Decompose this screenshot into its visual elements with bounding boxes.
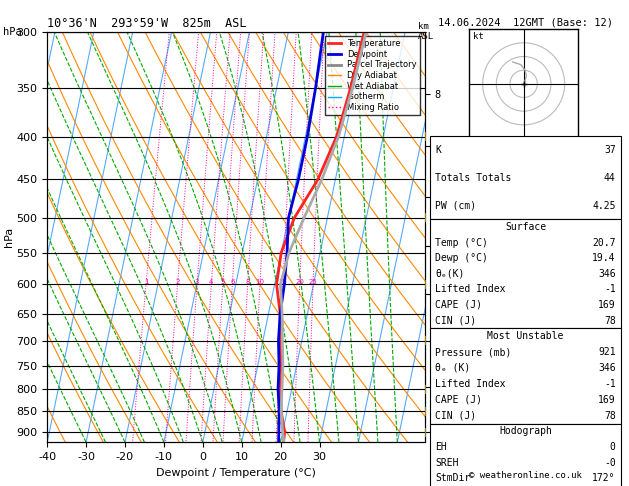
Text: 4.25: 4.25: [592, 201, 616, 210]
Bar: [430, 220, 621, 329]
Text: 346: 346: [598, 269, 616, 279]
Text: hPa: hPa: [3, 27, 22, 37]
Text: km
ASL: km ASL: [418, 22, 435, 41]
Text: Lifted Index: Lifted Index: [435, 379, 506, 389]
Text: CIN (J): CIN (J): [435, 411, 477, 420]
Text: CIN (J): CIN (J): [435, 315, 477, 326]
Text: -1: -1: [604, 379, 616, 389]
Text: 346: 346: [598, 363, 616, 373]
Text: 0: 0: [610, 442, 616, 452]
Text: 3: 3: [195, 279, 199, 285]
Text: SREH: SREH: [435, 458, 459, 468]
Text: θₑ(K): θₑ(K): [435, 269, 465, 279]
Text: 5: 5: [221, 279, 225, 285]
Text: CAPE (J): CAPE (J): [435, 300, 482, 310]
Text: θₑ (K): θₑ (K): [435, 363, 470, 373]
Text: 20.7: 20.7: [592, 238, 616, 248]
Text: Pressure (mb): Pressure (mb): [435, 347, 512, 357]
Text: |: |: [425, 132, 427, 141]
Text: 44: 44: [604, 173, 616, 183]
Text: kt: kt: [473, 32, 484, 41]
Text: Dewp (°C): Dewp (°C): [435, 253, 488, 263]
Bar: [430, 136, 621, 220]
Text: Lifted Index: Lifted Index: [435, 284, 506, 295]
Text: 169: 169: [598, 300, 616, 310]
Text: 8: 8: [245, 279, 250, 285]
Text: 20: 20: [295, 279, 304, 285]
Text: Temp (°C): Temp (°C): [435, 238, 488, 248]
Text: © weatheronline.co.uk: © weatheronline.co.uk: [469, 471, 582, 480]
Text: 169: 169: [598, 395, 616, 405]
Text: 14.06.2024  12GMT (Base: 12): 14.06.2024 12GMT (Base: 12): [438, 17, 613, 27]
Text: PW (cm): PW (cm): [435, 201, 477, 210]
Text: 4: 4: [209, 279, 213, 285]
Text: StmDir: StmDir: [435, 473, 470, 483]
Text: EH: EH: [435, 442, 447, 452]
Text: Mixing Ratio (g/kg): Mixing Ratio (g/kg): [455, 191, 465, 283]
Text: Most Unstable: Most Unstable: [487, 331, 564, 341]
Y-axis label: km
ASL: km ASL: [461, 228, 482, 246]
Text: Surface: Surface: [505, 222, 546, 232]
Text: 78: 78: [604, 411, 616, 420]
Text: 2: 2: [175, 279, 180, 285]
Text: 10°36'N  293°59'W  825m  ASL: 10°36'N 293°59'W 825m ASL: [47, 17, 247, 31]
Text: 10: 10: [255, 279, 264, 285]
Bar: [430, 329, 621, 424]
Text: 19.4: 19.4: [592, 253, 616, 263]
Text: |: |: [425, 428, 427, 437]
X-axis label: Dewpoint / Temperature (°C): Dewpoint / Temperature (°C): [156, 468, 316, 478]
Text: Hodograph: Hodograph: [499, 426, 552, 436]
Y-axis label: hPa: hPa: [4, 227, 14, 247]
Text: 921: 921: [598, 347, 616, 357]
Text: -1: -1: [604, 284, 616, 295]
Text: -0: -0: [604, 458, 616, 468]
Text: 37: 37: [604, 145, 616, 155]
Text: CAPE (J): CAPE (J): [435, 395, 482, 405]
Text: 1: 1: [144, 279, 148, 285]
Text: |: |: [425, 407, 427, 416]
Text: 78: 78: [604, 315, 616, 326]
Text: |: |: [425, 385, 427, 394]
Text: 6: 6: [230, 279, 235, 285]
Text: |: |: [425, 336, 427, 345]
Text: K: K: [435, 145, 441, 155]
Bar: [430, 423, 621, 486]
Text: 15: 15: [279, 279, 287, 285]
Text: 25: 25: [309, 279, 318, 285]
Legend: Temperature, Dewpoint, Parcel Trajectory, Dry Adiabat, Wet Adiabat, Isotherm, Mi: Temperature, Dewpoint, Parcel Trajectory…: [325, 36, 420, 115]
Text: |: |: [425, 213, 427, 223]
Text: Totals Totals: Totals Totals: [435, 173, 512, 183]
Text: 172°: 172°: [592, 473, 616, 483]
Text: |: |: [425, 280, 427, 289]
